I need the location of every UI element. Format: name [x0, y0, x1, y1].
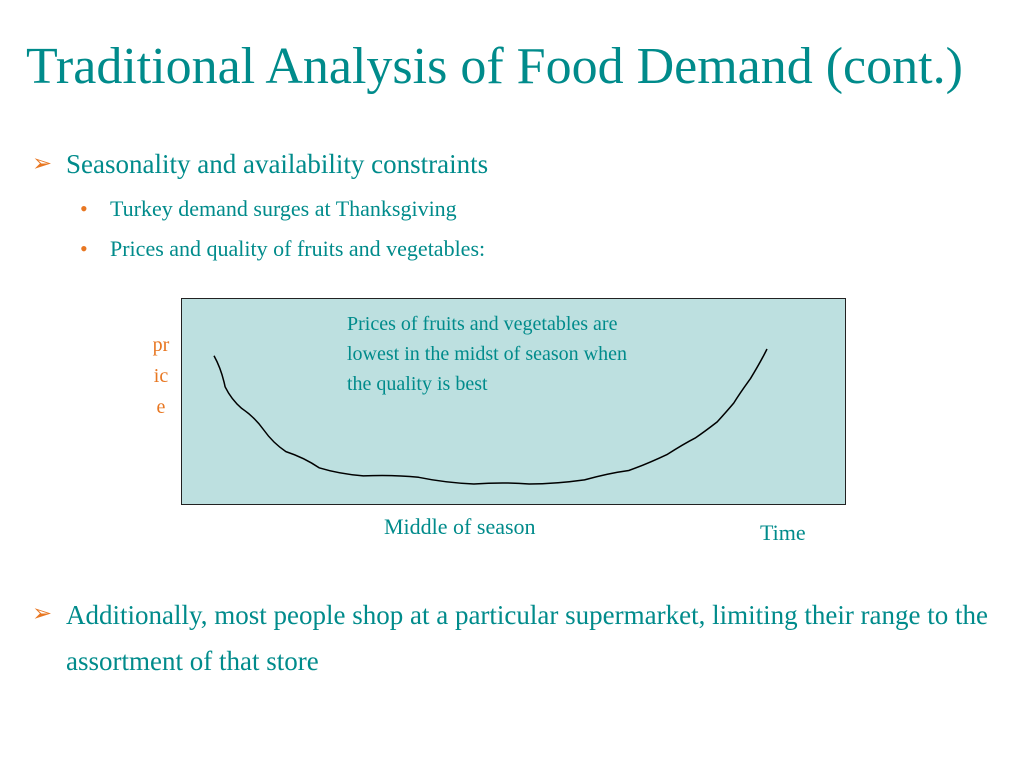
dot-bullet-icon: •	[80, 196, 88, 221]
price-curve-line	[213, 348, 768, 485]
slide-title: Traditional Analysis of Food Demand (con…	[26, 38, 963, 95]
sub-bullet-text: Prices and quality of fruits and vegetab…	[110, 236, 486, 261]
bullet-seasonality: ➢ Seasonality and availability constrain…	[32, 146, 732, 182]
chart-svg	[213, 348, 768, 485]
sub-bullet-prices: • Prices and quality of fruits and veget…	[80, 234, 640, 264]
x-axis-label: Time	[760, 520, 806, 545]
sub-bullet-text: Turkey demand surges at Thanksgiving	[110, 196, 457, 221]
bullet-text: Additionally, most people shop at a part…	[66, 600, 989, 676]
x-axis-mid-label: Middle of season	[384, 514, 536, 539]
bullet-text: Seasonality and availability constraints	[66, 149, 489, 179]
dot-bullet-icon: •	[80, 236, 88, 261]
bullet-supermarket: ➢ Additionally, most people shop at a pa…	[32, 596, 1012, 686]
y-axis-label: price	[152, 334, 170, 418]
chart-annotation: Prices of fruits and vegetables are lowe…	[347, 313, 627, 395]
price-chart: Prices of fruits and vegetables are lowe…	[181, 298, 846, 505]
arrow-bullet-icon: ➢	[32, 151, 53, 177]
arrow-bullet-icon: ➢	[32, 601, 53, 627]
sub-bullet-turkey: • Turkey demand surges at Thanksgiving	[80, 194, 580, 224]
